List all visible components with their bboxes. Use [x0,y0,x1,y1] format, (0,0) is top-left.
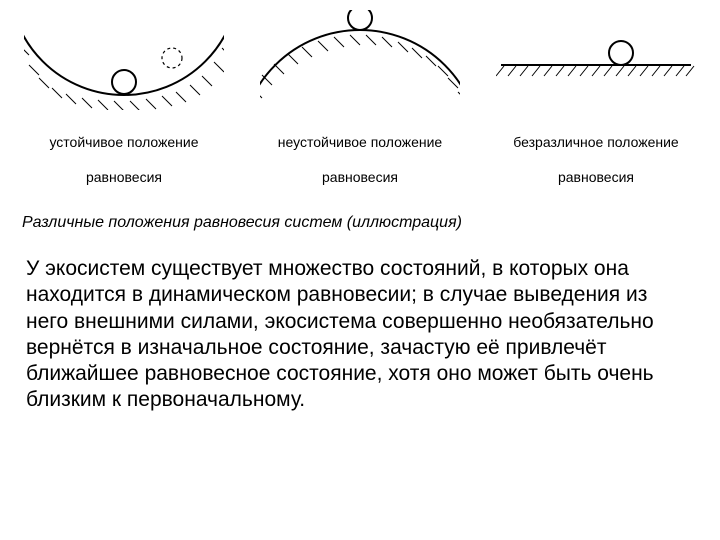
unstable-panel: неустойчивое положение равновесия [250,10,470,186]
unstable-caption: неустойчивое положение равновесия [278,116,442,186]
stable-panel: устойчивое положение равновесия [14,10,234,186]
stable-caption-line1: устойчивое положение [49,134,198,150]
neutral-panel: безразличное положение равновесия [486,10,706,186]
neutral-diagram [496,10,696,110]
neutral-caption-line2: равновесия [558,169,634,185]
neutral-caption: безразличное положение равновесия [513,116,678,186]
stable-caption-line2: равновесия [86,169,162,185]
body-paragraph: У экосистем существует множество состоян… [26,256,694,414]
figure-caption: Различные положения равновесия систем (и… [22,214,720,232]
unstable-caption-line1: неустойчивое положение [278,134,442,150]
neutral-caption-line1: безразличное положение [513,134,678,150]
stable-diagram [24,10,224,110]
stable-caption: устойчивое положение равновесия [49,116,198,186]
unstable-caption-line2: равновесия [322,169,398,185]
unstable-diagram [260,10,460,110]
equilibrium-diagrams-row: устойчивое положение равновесия [0,0,720,186]
